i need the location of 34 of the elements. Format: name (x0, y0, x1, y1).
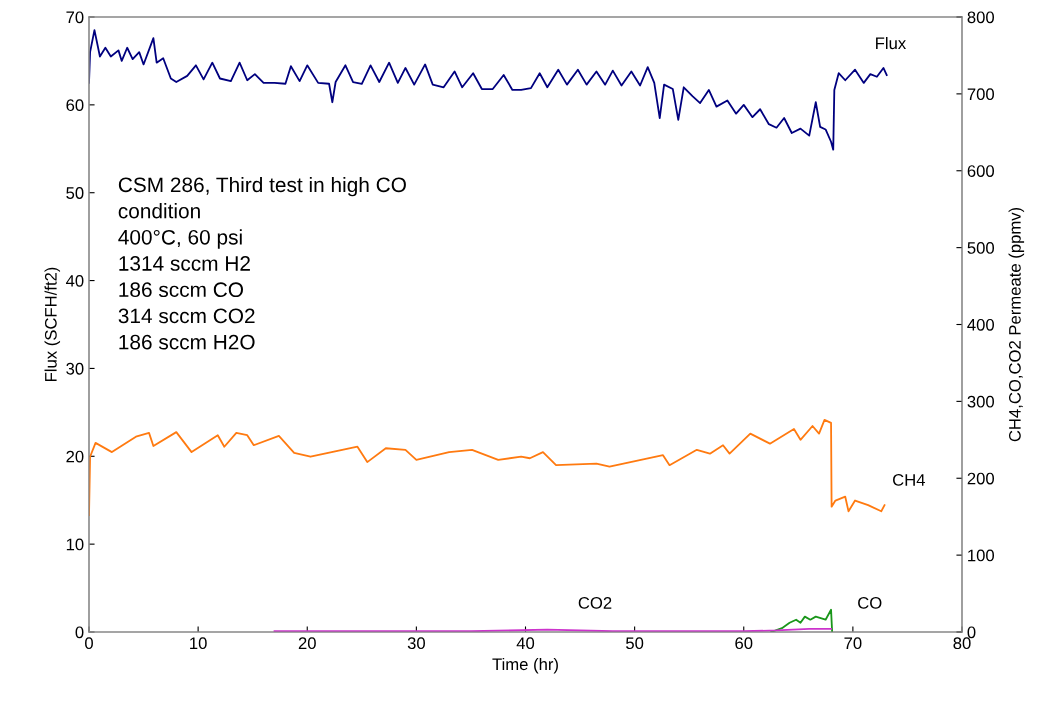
y2-tick-label: 800 (967, 11, 995, 24)
x-tick-label: 70 (844, 637, 862, 650)
y2-tick-label: 700 (967, 88, 995, 101)
y-tick-label: 30 (66, 362, 84, 375)
y2-axis-title: CH4,CO,CO2 Permeate (ppmv) (1008, 207, 1025, 442)
y2-tick-label: 200 (967, 472, 995, 485)
x-tick-label: 80 (953, 637, 971, 650)
y2-tick-label: 0 (967, 626, 976, 639)
y-tick-label: 70 (66, 11, 84, 24)
x-axis-title: Time (hr) (492, 657, 558, 674)
y-tick-label: 50 (66, 187, 84, 199)
series-label: CO (858, 597, 882, 609)
y-tick-label: 40 (65, 274, 84, 287)
y-axis-title: Flux (SCFH/ft2) (44, 267, 61, 381)
y2-tick-label: 100 (968, 549, 995, 562)
x-tick-label: 30 (407, 637, 425, 650)
y2-tick-label: 300 (967, 395, 995, 408)
y2-tick-label: 500 (967, 242, 995, 254)
series-label: CO2 (578, 597, 612, 609)
y2-tick-label: 600 (967, 165, 995, 177)
series-label: Flux (876, 36, 907, 50)
x-tick-label: 20 (298, 637, 316, 650)
x-tick-label: 0 (85, 637, 93, 650)
x-tick-label: 40 (516, 637, 535, 650)
annotation: CSM 286, Third test in high CO condition 400°C, 60 psi 1314 sccm H2 186 sccm CO 314 sccm CO2 186 sccm H2O (118, 176, 406, 350)
x-tick-label: 50 (626, 637, 644, 650)
y-tick-label: 60 (66, 99, 84, 112)
series-label: CH4 (893, 474, 926, 486)
y-tick-label: 0 (75, 626, 84, 639)
x-tick-label: 10 (190, 637, 207, 650)
y-tick-label: 20 (66, 450, 84, 463)
x-tick-label: 60 (735, 637, 753, 650)
y-tick-label: 10 (66, 538, 84, 551)
y2-tick-label: 400 (967, 318, 995, 331)
